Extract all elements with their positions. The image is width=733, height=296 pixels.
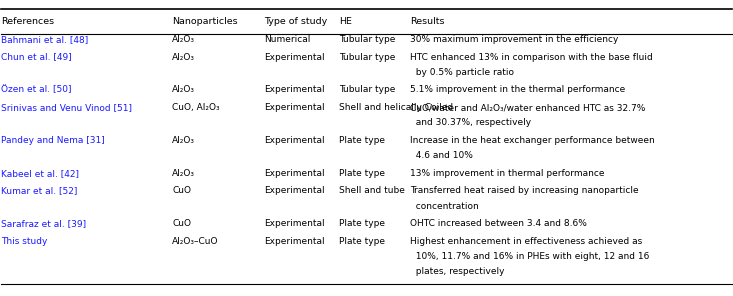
Text: Shell and tube: Shell and tube [339, 186, 405, 195]
Text: CuO: CuO [172, 186, 191, 195]
Text: 13% improvement in thermal performance: 13% improvement in thermal performance [410, 169, 605, 178]
Text: 4.6 and 10%: 4.6 and 10% [410, 151, 474, 160]
Text: 10%, 11.7% and 16% in PHEs with eight, 12 and 16: 10%, 11.7% and 16% in PHEs with eight, 1… [410, 252, 650, 261]
Text: Numerical: Numerical [264, 35, 310, 44]
Text: Tubular type: Tubular type [339, 53, 395, 62]
Text: Shell and helically Coiled: Shell and helically Coiled [339, 103, 453, 112]
Text: Özen et al. [50]: Özen et al. [50] [1, 86, 72, 94]
Text: Tubular type: Tubular type [339, 86, 395, 94]
Text: Pandey and Nema [31]: Pandey and Nema [31] [1, 136, 106, 145]
Text: Tubular type: Tubular type [339, 35, 395, 44]
Text: and 30.37%, respectively: and 30.37%, respectively [410, 118, 531, 127]
Text: Type of study: Type of study [264, 17, 327, 26]
Text: OHTC increased between 3.4 and 8.6%: OHTC increased between 3.4 and 8.6% [410, 219, 587, 228]
Text: concentration: concentration [410, 202, 479, 211]
Text: Experimental: Experimental [264, 136, 325, 145]
Text: Experimental: Experimental [264, 186, 325, 195]
Text: HE: HE [339, 17, 352, 26]
Text: Al₂O₃–CuO: Al₂O₃–CuO [172, 237, 218, 246]
Text: Al₂O₃: Al₂O₃ [172, 136, 195, 145]
Text: CuO, Al₂O₃: CuO, Al₂O₃ [172, 103, 220, 112]
Text: Experimental: Experimental [264, 219, 325, 228]
Text: Kabeel et al. [42]: Kabeel et al. [42] [1, 169, 79, 178]
Text: Bahmani et al. [48]: Bahmani et al. [48] [1, 35, 89, 44]
Text: Plate type: Plate type [339, 219, 385, 228]
Text: Experimental: Experimental [264, 86, 325, 94]
Text: Al₂O₃: Al₂O₃ [172, 169, 195, 178]
Text: Experimental: Experimental [264, 169, 325, 178]
Text: HTC enhanced 13% in comparison with the base fluid: HTC enhanced 13% in comparison with the … [410, 53, 653, 62]
Text: 30% maximum improvement in the efficiency: 30% maximum improvement in the efficienc… [410, 35, 619, 44]
Text: Plate type: Plate type [339, 169, 385, 178]
Text: Srinivas and Venu Vinod [51]: Srinivas and Venu Vinod [51] [1, 103, 133, 112]
Text: by 0.5% particle ratio: by 0.5% particle ratio [410, 68, 515, 77]
Text: References: References [1, 17, 54, 26]
Text: This study: This study [1, 237, 48, 246]
Text: Chun et al. [49]: Chun et al. [49] [1, 53, 73, 62]
Text: Transferred heat raised by increasing nanoparticle: Transferred heat raised by increasing na… [410, 186, 639, 195]
Text: Nanoparticles: Nanoparticles [172, 17, 238, 26]
Text: Kumar et al. [52]: Kumar et al. [52] [1, 186, 78, 195]
Text: CuO/water and Al₂O₃/water enhanced HTC as 32.7%: CuO/water and Al₂O₃/water enhanced HTC a… [410, 103, 646, 112]
Text: CuO: CuO [172, 219, 191, 228]
Text: Al₂O₃: Al₂O₃ [172, 35, 195, 44]
Text: Plate type: Plate type [339, 237, 385, 246]
Text: Highest enhancement in effectiveness achieved as: Highest enhancement in effectiveness ach… [410, 237, 643, 246]
Text: Experimental: Experimental [264, 53, 325, 62]
Text: Al₂O₃: Al₂O₃ [172, 53, 195, 62]
Text: plates, respectively: plates, respectively [410, 268, 505, 276]
Text: Increase in the heat exchanger performance between: Increase in the heat exchanger performan… [410, 136, 655, 145]
Text: Experimental: Experimental [264, 237, 325, 246]
Text: Experimental: Experimental [264, 103, 325, 112]
Text: 5.1% improvement in the thermal performance: 5.1% improvement in the thermal performa… [410, 86, 626, 94]
Text: Plate type: Plate type [339, 136, 385, 145]
Text: Al₂O₃: Al₂O₃ [172, 86, 195, 94]
Text: Sarafraz et al. [39]: Sarafraz et al. [39] [1, 219, 86, 228]
Text: Results: Results [410, 17, 445, 26]
